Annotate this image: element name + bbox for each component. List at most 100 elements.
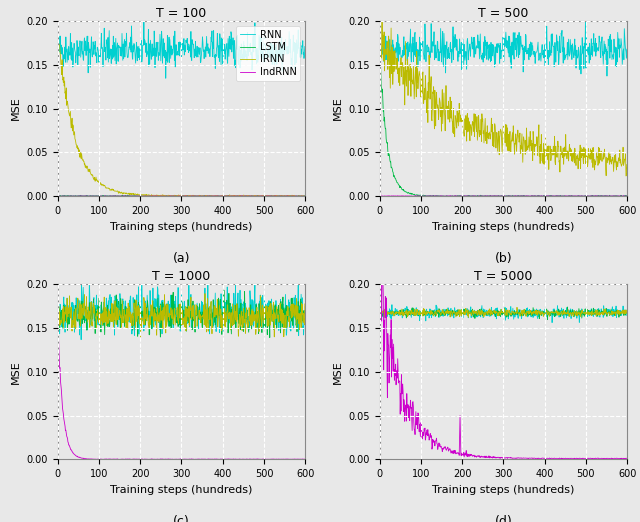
RNN [117, 44, 125, 51]
Line: IndRNN: IndRNN [380, 148, 627, 196]
IRNN [563, 311, 570, 317]
IRNN [241, 193, 248, 199]
RNN [623, 312, 630, 318]
IRNN [220, 193, 227, 199]
IndRNN [563, 193, 570, 199]
RNN [118, 313, 125, 319]
RNN [200, 55, 208, 62]
RNN [440, 312, 447, 318]
RNN [388, 302, 396, 308]
LSTM [98, 193, 106, 199]
RNN [54, 306, 61, 312]
IndRNN [54, 46, 61, 52]
IndRNN [623, 455, 630, 461]
Text: (a): (a) [173, 253, 190, 265]
IRNN [200, 302, 207, 309]
IndRNN [241, 193, 248, 199]
Line: IRNN: IRNN [58, 293, 305, 337]
Y-axis label: MSE: MSE [11, 360, 21, 384]
LSTM [563, 304, 571, 310]
IRNN [200, 193, 208, 199]
RNN [220, 46, 227, 53]
LSTM [54, 311, 61, 317]
LSTM [376, 311, 383, 317]
IRNN [54, 309, 61, 315]
X-axis label: Training steps (hundreds): Training steps (hundreds) [110, 484, 253, 495]
IRNN [541, 313, 549, 319]
IndRNN [54, 312, 61, 318]
IRNN [137, 334, 145, 340]
IndRNN [615, 456, 623, 462]
LSTM [220, 287, 228, 293]
IndRNN [376, 145, 383, 151]
LSTM [74, 193, 81, 199]
IndRNN [118, 456, 125, 462]
IRNN [439, 307, 447, 314]
LSTM [220, 193, 227, 199]
IRNN [465, 314, 472, 321]
Line: RNN: RNN [58, 279, 305, 340]
IRNN [301, 301, 308, 307]
LSTM [419, 311, 427, 317]
IRNN [118, 189, 125, 195]
IndRNN [200, 456, 207, 462]
RNN [419, 50, 427, 56]
Line: RNN: RNN [380, 305, 627, 323]
LSTM [563, 312, 570, 318]
IRNN [166, 311, 173, 317]
RNN [200, 301, 208, 307]
RNN [522, 49, 529, 55]
IndRNN [118, 193, 125, 199]
RNN [488, 57, 495, 64]
Text: (d): (d) [495, 516, 512, 522]
RNN [54, 42, 61, 49]
IRNN [54, 21, 62, 27]
IndRNN [166, 193, 173, 199]
IRNN [420, 100, 428, 106]
LSTM [429, 193, 437, 199]
RNN [301, 43, 308, 50]
IRNN [419, 308, 427, 314]
RNN [138, 276, 146, 282]
Text: (b): (b) [495, 253, 512, 265]
RNN [77, 337, 85, 343]
IRNN [241, 318, 248, 325]
LSTM [266, 335, 273, 341]
RNN [562, 54, 570, 61]
X-axis label: Training steps (hundreds): Training steps (hundreds) [110, 221, 253, 232]
IndRNN [488, 454, 495, 460]
IRNN [376, 311, 383, 317]
IndRNN [541, 193, 549, 199]
IndRNN [99, 456, 106, 462]
RNN [488, 312, 495, 318]
IRNN [622, 173, 630, 179]
RNN [522, 312, 529, 318]
Legend: RNN, LSTM, IRNN, IndRNN: RNN, LSTM, IRNN, IndRNN [236, 26, 300, 81]
LSTM [488, 311, 495, 317]
IRNN [376, 55, 383, 61]
IndRNN [166, 456, 173, 462]
IRNN [98, 182, 106, 188]
Line: IRNN: IRNN [58, 24, 305, 196]
Line: RNN: RNN [380, 15, 627, 76]
RNN [376, 55, 383, 61]
RNN [98, 313, 106, 319]
RNN [241, 42, 248, 49]
IndRNN [98, 193, 106, 199]
Line: LSTM: LSTM [380, 48, 627, 196]
LSTM [301, 193, 308, 199]
IndRNN [488, 193, 495, 199]
LSTM [522, 309, 529, 315]
IRNN [220, 306, 227, 312]
LSTM [301, 319, 308, 326]
RNN [563, 315, 570, 321]
LSTM [166, 193, 173, 199]
IndRNN [420, 432, 428, 438]
IRNN [378, 11, 386, 17]
LSTM [541, 193, 549, 199]
IndRNN [200, 193, 207, 199]
Text: (c): (c) [173, 516, 190, 522]
X-axis label: Training steps (hundreds): Training steps (hundreds) [432, 221, 575, 232]
Line: RNN: RNN [58, 16, 305, 78]
Line: IRNN: IRNN [380, 307, 627, 317]
